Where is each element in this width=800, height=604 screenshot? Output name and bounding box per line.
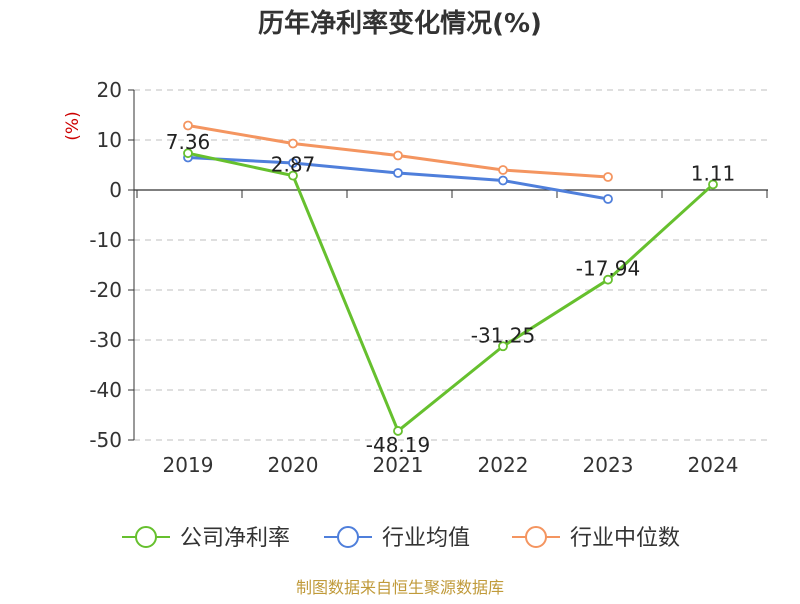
series-lines bbox=[183, 120, 718, 436]
data-point bbox=[183, 120, 193, 131]
data-point bbox=[498, 175, 508, 186]
y-tick-label: -20 bbox=[89, 278, 122, 302]
y-tick-label: 0 bbox=[109, 178, 122, 202]
data-point bbox=[603, 172, 613, 182]
x-tick-label: 2024 bbox=[688, 453, 739, 477]
y-tick-label: -30 bbox=[89, 328, 122, 352]
data-point bbox=[708, 179, 718, 190]
x-tick-label: 2020 bbox=[268, 453, 319, 477]
data-label: -31.25 bbox=[471, 323, 535, 347]
data-point bbox=[183, 148, 193, 159]
data-label: 7.36 bbox=[166, 130, 211, 154]
data-point bbox=[498, 341, 508, 352]
data-label: -17.94 bbox=[576, 257, 640, 281]
axes: 20 10 0 -10 -20 -30 -40 -50 2019 2020 2021 2022 2023… bbox=[89, 78, 768, 477]
y-tick-label: 20 bbox=[97, 78, 122, 102]
y-tick-label: -50 bbox=[89, 428, 122, 452]
x-tick-label: 2022 bbox=[478, 453, 529, 477]
source-note: 制图数据来自恒生聚源数据库 bbox=[296, 578, 504, 597]
legend: 公司净利率 行业均值 行业中位数 bbox=[122, 526, 680, 551]
y-tick-label: -10 bbox=[89, 228, 122, 252]
legend-label: 行业均值 bbox=[382, 526, 470, 551]
legend-marker bbox=[135, 526, 157, 548]
data-point bbox=[603, 274, 613, 285]
data-point bbox=[288, 170, 298, 181]
legend-label: 行业中位数 bbox=[570, 526, 680, 551]
y-axis-label: (%) bbox=[63, 111, 83, 140]
data-label: -48.19 bbox=[366, 433, 430, 457]
series-line bbox=[187, 151, 715, 433]
series-line bbox=[187, 156, 609, 201]
data-point bbox=[393, 150, 403, 161]
legend-label: 公司净利率 bbox=[180, 526, 290, 551]
data-label: 2.87 bbox=[271, 153, 316, 177]
data-label: 1.11 bbox=[691, 161, 736, 185]
data-point bbox=[393, 168, 403, 178]
grid-lines bbox=[134, 89, 768, 441]
data-labels: 7.36 2.87 -48.19 -31.25 -17.94 1.11 bbox=[166, 130, 736, 457]
x-tick-label: 2023 bbox=[583, 453, 634, 477]
legend-marker bbox=[525, 526, 547, 548]
y-tick-label: 10 bbox=[97, 128, 122, 152]
data-point bbox=[603, 194, 613, 204]
data-point bbox=[498, 165, 508, 175]
legend-marker bbox=[337, 526, 359, 548]
y-tick-label: -40 bbox=[89, 378, 122, 402]
data-point bbox=[288, 158, 298, 168]
chart-title: 历年净利率变化情况(%) bbox=[258, 8, 542, 39]
x-tick-label: 2019 bbox=[163, 453, 214, 477]
data-point bbox=[288, 138, 298, 149]
data-point bbox=[393, 426, 403, 436]
x-tick-label: 2021 bbox=[373, 453, 424, 477]
